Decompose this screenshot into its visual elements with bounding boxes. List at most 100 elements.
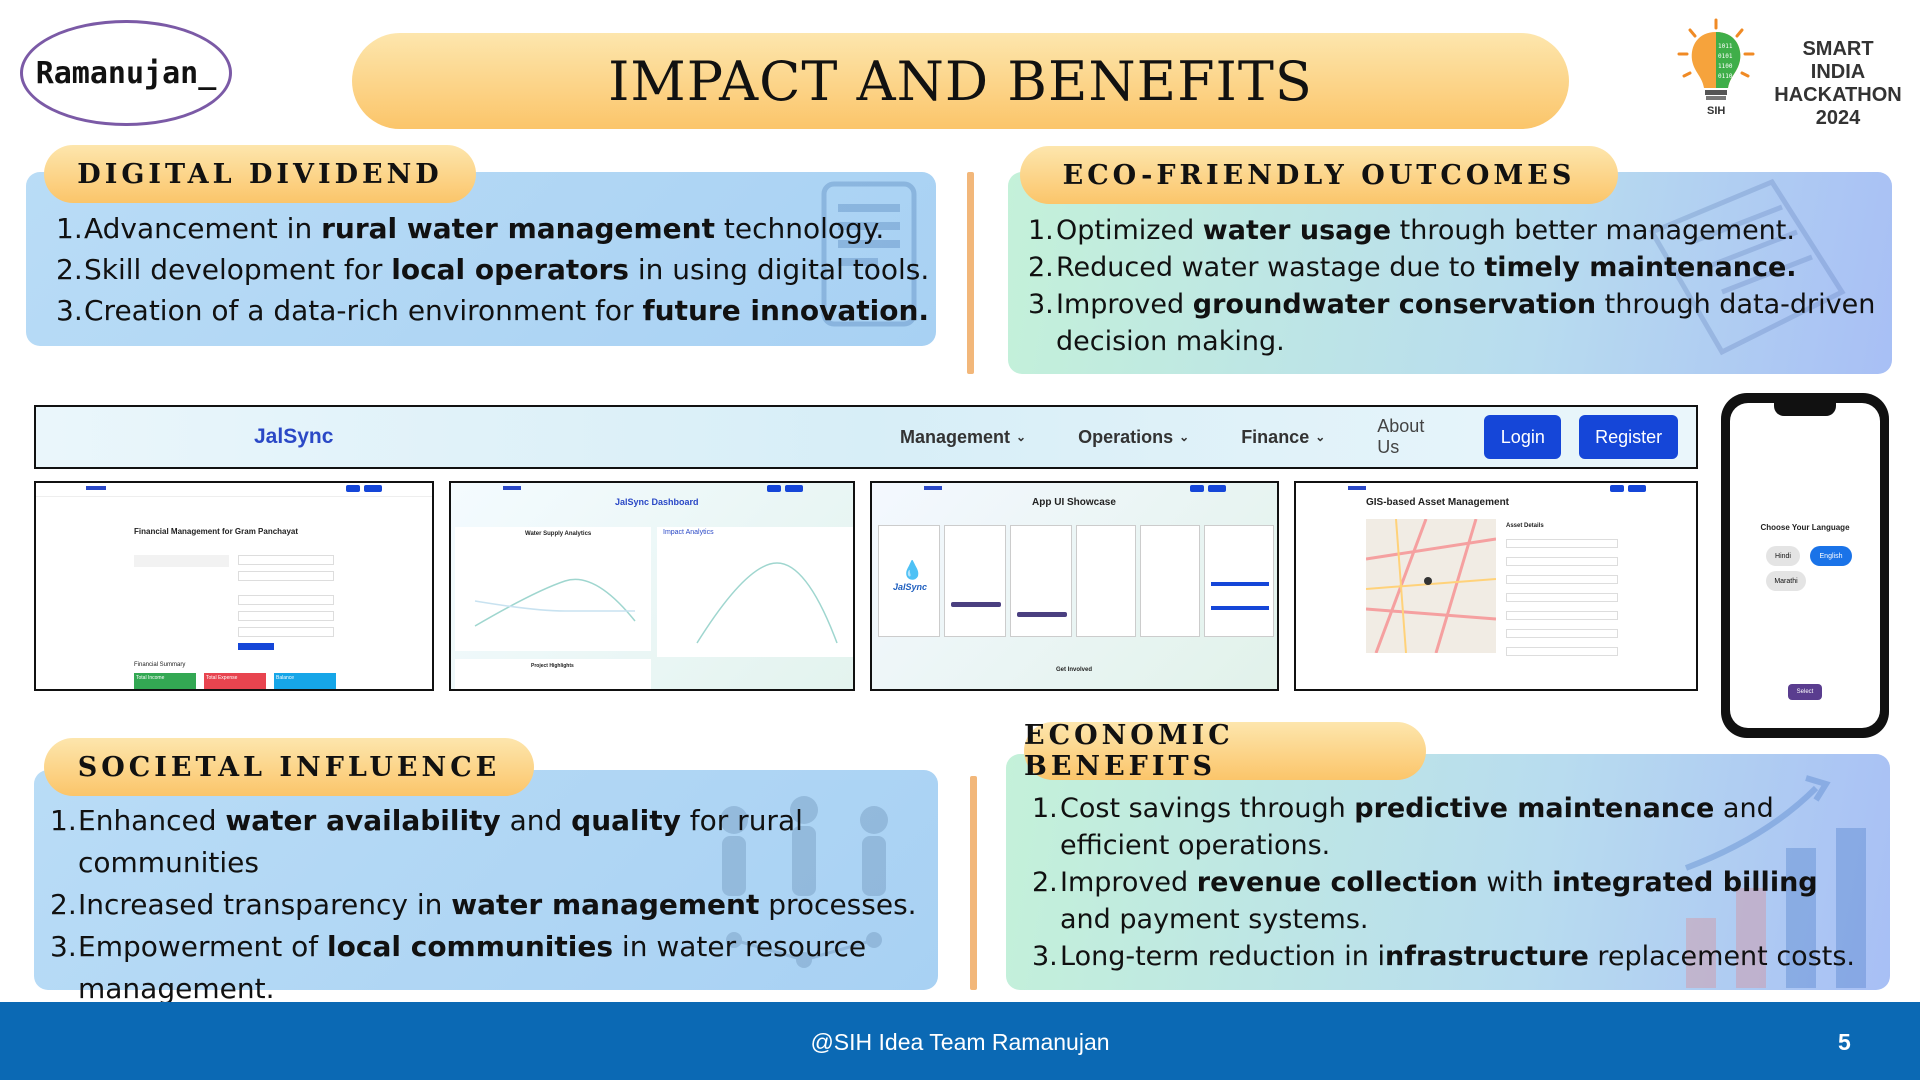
list-item: 1. Cost savings through predictive mainte…: [1032, 790, 1872, 864]
map-panel: [1366, 519, 1496, 653]
svg-text:1011: 1011: [1718, 43, 1733, 50]
highlights-title: Project Highlights: [531, 663, 574, 669]
text-fragment: Optimized: [1056, 215, 1203, 246]
bold-phrase: predictive maintenance: [1354, 793, 1715, 824]
list-text: Skill development for local operators in…: [84, 249, 936, 290]
text-fragment: Increased transparency in: [78, 888, 452, 921]
list-item: 1. Enhanced water availability and qualit…: [50, 800, 940, 884]
mini-navbar: [36, 483, 432, 497]
bold-phrase: rural water management: [321, 212, 715, 245]
mini-navbar: [1296, 483, 1696, 497]
list-text: Reduced water wastage due to timely main…: [1056, 249, 1878, 286]
list-text: Enhanced water availability and quality …: [78, 800, 940, 884]
water-supply-chart: Water Supply Analytics: [455, 527, 651, 651]
list-text: Long-term reduction in infrastructure re…: [1060, 938, 1872, 975]
line-chart-icon: [474, 578, 636, 627]
app-frame-4: [1076, 525, 1136, 637]
list-text: Advancement in rural water management te…: [84, 208, 936, 249]
list-number: 3.: [1032, 941, 1058, 972]
language-hindi: Hindi: [1766, 546, 1800, 566]
list-item: 2. Skill development for local operators …: [56, 249, 936, 290]
text-fragment: processes.: [759, 888, 917, 921]
list-text: Empowerment of local communities in wate…: [78, 926, 940, 1010]
text-fragment: through data-driven decision making.: [1056, 289, 1876, 357]
app-ui-title: App UI Showcase: [1032, 497, 1116, 508]
team-badge: Ramanujan_: [20, 20, 232, 126]
mini-navbar: [451, 483, 853, 497]
water-drop-icon: 💧: [901, 560, 924, 580]
list-text: Optimized water usage through better man…: [1056, 212, 1878, 249]
text-fragment: and payment systems.: [1060, 904, 1369, 935]
list-text: Cost savings through predictive maintena…: [1060, 790, 1872, 864]
text-fragment: Long-term reduction in i: [1060, 941, 1386, 972]
nav-menu-finance: Finance ⌄: [1241, 427, 1325, 448]
bold-phrase: integrated billing: [1552, 867, 1818, 898]
list-number: 2.: [56, 253, 83, 286]
app-frame-1: 💧 JalSync: [878, 525, 940, 637]
nav-register-button: Register: [1579, 415, 1678, 459]
list-number: 2.: [50, 888, 77, 921]
svg-text:0101: 0101: [1718, 53, 1733, 60]
text-fragment: Empowerment of: [78, 930, 328, 963]
digital-dividend-heading: DIGITAL DIVIDEND: [44, 145, 476, 203]
phone-select-button: Select: [1788, 684, 1822, 700]
chevron-down-icon: ⌄: [1315, 430, 1326, 444]
sih-logo-text: SMART INDIA HACKATHON 2024: [1774, 38, 1902, 130]
finance-table: [134, 555, 229, 567]
list-text: Creation of a data-rich environment for …: [84, 290, 936, 331]
list-item: 2. Reduced water wastage due to timely ma…: [1028, 249, 1878, 286]
list-text: Increased transparency in water manageme…: [78, 884, 940, 926]
nav-menu-label: Operations: [1078, 426, 1174, 447]
gis-screenshot: GIS-based Asset Management Asset Details: [1294, 481, 1698, 691]
text-fragment: and: [500, 804, 572, 837]
line-chart-icon: [696, 562, 838, 644]
list-number: 1.: [56, 212, 83, 245]
mini-navbar: [872, 483, 1277, 497]
divider-bottom: [970, 776, 977, 990]
nav-menu-management: Management ⌄: [900, 427, 1026, 448]
text-fragment: Enhanced: [78, 804, 226, 837]
nav-login-button: Login: [1484, 415, 1562, 459]
app-frame-6: [1204, 525, 1274, 637]
title-banner: IMPACT AND BENEFITS: [352, 33, 1569, 129]
language-english: English: [1810, 546, 1852, 566]
text-fragment: Creation of a data-rich environment for: [84, 294, 643, 327]
asset-details-title: Asset Details: [1506, 523, 1544, 529]
navbar-brand: JalSync: [254, 425, 334, 448]
get-involved-title: Get Involved: [1056, 667, 1093, 673]
phone-screen: Choose Your Language Hindi English Marat…: [1730, 403, 1880, 728]
text-fragment: in using digital tools.: [628, 253, 930, 286]
finance-screenshot: Financial Management for Gram Panchayat …: [34, 481, 434, 691]
list-number: 3.: [50, 930, 77, 963]
bold-phrase: local operators: [391, 253, 629, 286]
list-item: 1. Advancement in rural water management …: [56, 208, 936, 249]
list-item: 2. Increased transparency in water manage…: [50, 884, 940, 926]
page-title: IMPACT AND BENEFITS: [608, 49, 1313, 113]
app-frame-5: [1140, 525, 1200, 637]
chart-title: Water Supply Analytics: [525, 531, 592, 537]
footer-bar: @SIH Idea Team Ramanujan 5: [0, 1002, 1920, 1080]
eco-friendly-panel: [1008, 172, 1892, 374]
bold-phrase: revenue collection: [1196, 867, 1478, 898]
text-fragment: in water resource management.: [78, 930, 867, 1005]
text-fragment: Reduced water wastage due to: [1056, 252, 1485, 283]
bold-phrase: timely maintenance.: [1484, 252, 1797, 283]
lightbulb-icon: 1011 0101 1100 0110 SIH: [1677, 18, 1755, 117]
bold-phrase: quality: [571, 804, 681, 837]
sih-bulb-label: SIH: [1707, 105, 1725, 117]
list-number: 3.: [56, 294, 83, 327]
text-fragment: with: [1477, 867, 1553, 898]
income-card: Total Income: [134, 673, 196, 689]
footer-credit: @SIH Idea Team Ramanujan: [810, 1029, 1110, 1055]
list-item: 2. Improved revenue collection with integ…: [1032, 864, 1872, 938]
eco-friendly-heading: ECO-FRIENDLY OUTCOMES: [1020, 146, 1618, 204]
phone-mockup: Choose Your Language Hindi English Marat…: [1721, 393, 1889, 738]
bold-phrase: local communities: [327, 930, 614, 963]
bold-phrase: water management: [451, 888, 760, 921]
app-frame-3: [1010, 525, 1072, 637]
project-highlights: Project Highlights: [455, 659, 651, 689]
chevron-down-icon: ⌄: [1179, 430, 1190, 444]
bold-phrase: nfrastructure: [1385, 941, 1589, 972]
people-network-illustration-icon: [720, 796, 888, 968]
list-number: 1.: [1028, 215, 1054, 246]
